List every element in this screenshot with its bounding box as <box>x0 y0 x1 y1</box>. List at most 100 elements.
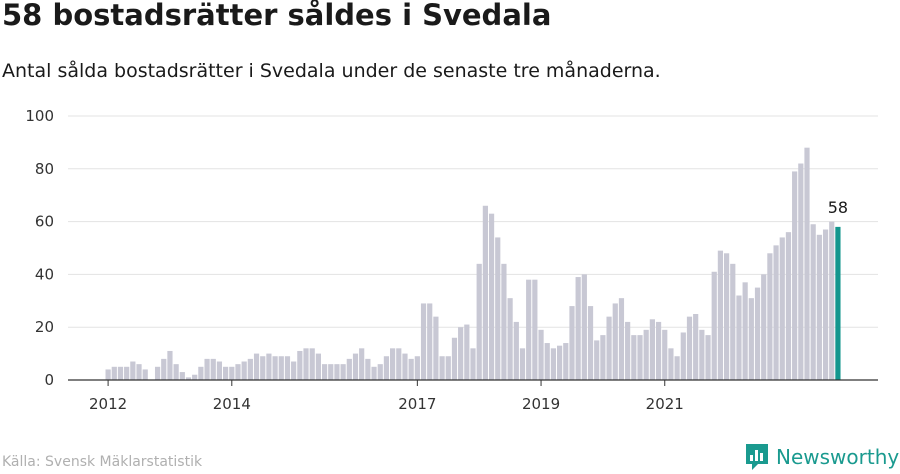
bar <box>699 329 705 380</box>
bar <box>340 364 346 380</box>
bar <box>754 287 761 380</box>
bar <box>297 350 303 380</box>
bar <box>816 234 822 380</box>
bar <box>519 348 526 380</box>
bar <box>711 271 717 380</box>
bar <box>309 348 315 380</box>
bar <box>618 298 625 380</box>
bar <box>253 353 260 380</box>
bar <box>761 274 767 380</box>
bar <box>742 282 748 380</box>
bar <box>247 358 253 380</box>
y-tick-label: 80 <box>35 160 54 178</box>
bar <box>291 361 297 380</box>
bar <box>513 321 519 380</box>
bar <box>229 366 235 380</box>
bar <box>748 298 754 380</box>
bar <box>303 348 309 380</box>
bar <box>414 356 420 380</box>
x-tick-label: 2012 <box>89 395 127 413</box>
bar <box>829 221 835 380</box>
bar <box>705 335 711 380</box>
bar <box>686 316 693 380</box>
bar <box>346 358 352 380</box>
bar <box>581 274 587 380</box>
bar <box>235 364 241 380</box>
bar <box>501 263 507 380</box>
bar <box>328 364 334 380</box>
bar <box>464 324 470 380</box>
bar <box>198 366 204 380</box>
bar <box>117 366 124 380</box>
bar <box>557 345 563 380</box>
bar <box>154 366 161 380</box>
bar <box>785 232 792 380</box>
bars <box>105 147 841 380</box>
chart-subtitle: Antal sålda bostadsrätter i Svedala unde… <box>2 60 661 82</box>
x-tick-label: 2014 <box>213 395 251 413</box>
bar <box>822 229 829 380</box>
bar <box>136 364 142 380</box>
bar <box>526 279 532 380</box>
bar <box>223 366 229 380</box>
bar <box>550 348 557 380</box>
highlight-value-label: 58 <box>828 198 848 217</box>
bar <box>210 358 216 380</box>
bar <box>724 253 730 380</box>
bar <box>470 348 476 380</box>
x-axis-ticks: 2012 2014 2017 2019 2021 <box>89 380 684 413</box>
bar <box>451 337 458 380</box>
bar <box>402 353 408 380</box>
bar <box>111 366 117 380</box>
bar <box>773 245 779 380</box>
bar <box>396 348 402 380</box>
brand-name: Newsworthy <box>776 445 900 469</box>
bar <box>767 253 773 380</box>
bar <box>204 358 210 380</box>
source-note: Källa: Svensk Mäklarstatistik <box>2 454 203 470</box>
newsworthy-logo-icon <box>746 444 768 470</box>
bar <box>649 319 655 380</box>
bar <box>792 171 798 380</box>
bar <box>266 353 272 380</box>
bar <box>779 237 785 380</box>
bar <box>371 366 377 380</box>
y-tick-label: 60 <box>35 213 54 231</box>
bar <box>321 364 328 380</box>
bar <box>730 263 736 380</box>
bar <box>260 356 266 380</box>
bar <box>124 366 130 380</box>
bar <box>284 356 291 380</box>
x-tick-label: 2019 <box>522 395 560 413</box>
bar <box>433 316 439 380</box>
bar <box>445 356 451 380</box>
bar <box>179 372 185 380</box>
bar <box>544 343 550 380</box>
bar <box>693 314 699 380</box>
bar <box>377 364 383 380</box>
bar <box>736 295 742 380</box>
bar <box>488 213 495 380</box>
bar <box>192 374 198 380</box>
bar <box>594 340 600 380</box>
bar <box>105 369 111 380</box>
bar <box>420 303 427 380</box>
bar <box>130 361 136 380</box>
bar <box>643 329 649 380</box>
bar <box>278 356 284 380</box>
y-tick-label: 40 <box>35 265 54 283</box>
bar <box>272 356 278 380</box>
bar <box>606 316 612 380</box>
bar <box>458 327 464 380</box>
bar <box>655 321 662 380</box>
y-tick-label: 20 <box>35 318 54 336</box>
bar <box>804 147 810 380</box>
bar <box>365 358 371 380</box>
bar <box>241 361 247 380</box>
bar <box>439 356 445 380</box>
bar <box>390 348 396 380</box>
bar <box>662 329 668 380</box>
x-tick-label: 2017 <box>398 395 436 413</box>
bar <box>173 364 179 380</box>
y-axis-ticks: 0 20 40 60 80 100 <box>25 107 54 389</box>
